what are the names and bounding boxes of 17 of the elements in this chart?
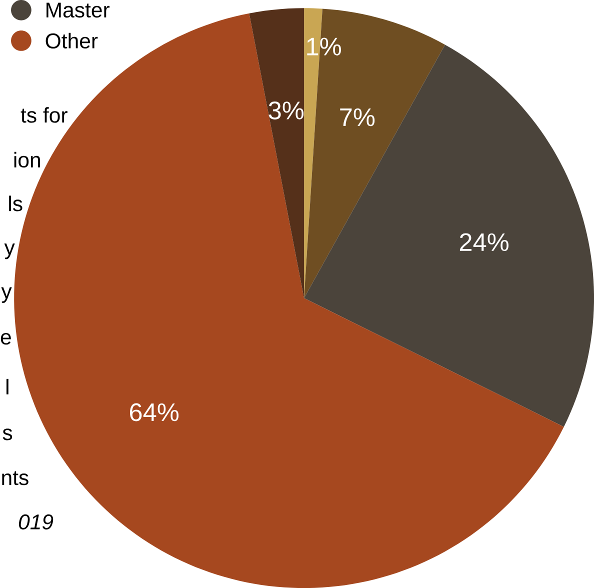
- data-label: 24%: [460, 233, 508, 252]
- text: ion: [14, 152, 40, 168]
- text: y: [1, 287, 12, 303]
- legend-label: Other: [46, 32, 98, 48]
- data-label: 3%: [268, 101, 304, 120]
- legend-label: Master: [46, 2, 110, 18]
- data-label: 7%: [340, 108, 375, 126]
- data-label: 1%: [307, 38, 341, 56]
- text: ls: [9, 196, 22, 212]
- text: nts: [2, 471, 28, 486]
- text: 019: [18, 514, 54, 530]
- text: e: [0, 332, 11, 345]
- text: s: [2, 428, 12, 440]
- text: y: [4, 243, 15, 260]
- text: ts for: [20, 107, 68, 123]
- text: l: [6, 378, 8, 394]
- data-label: 64%: [130, 403, 179, 422]
